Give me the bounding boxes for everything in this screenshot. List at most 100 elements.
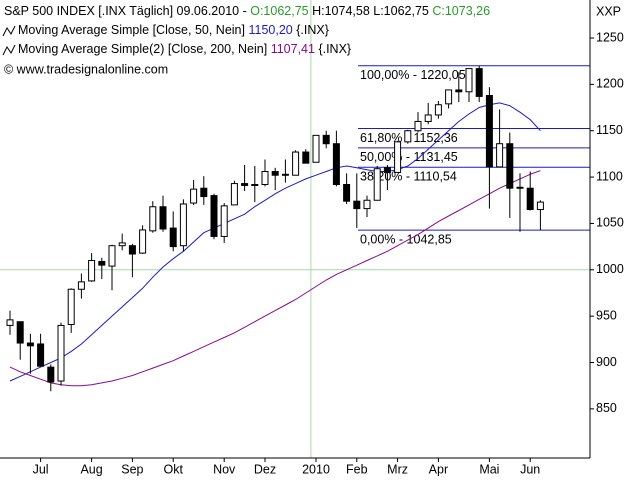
candle-body bbox=[414, 120, 422, 132]
candle-body bbox=[16, 321, 24, 344]
candle-body bbox=[190, 188, 198, 204]
header-high-low: H:1074,58 L:1062,75 bbox=[312, 4, 429, 18]
legend-icon bbox=[2, 44, 16, 56]
y-tick-label: 1200 bbox=[596, 77, 624, 91]
candle-body bbox=[516, 186, 524, 189]
x-tick-label: Mai bbox=[479, 462, 499, 476]
y-tick-label: 1250 bbox=[596, 30, 624, 44]
header-instrument: S&P 500 INDEX [.INX Täglich] 09.06.2010 … bbox=[4, 4, 247, 18]
legend-entry: Moving Average Simple(2) [Close, 200, Ne… bbox=[18, 42, 351, 56]
x-tick-label: Nov bbox=[213, 462, 236, 476]
y-tick-label: 1100 bbox=[596, 169, 623, 183]
candle-body bbox=[26, 342, 34, 347]
x-tick-label: Mrz bbox=[387, 462, 408, 476]
legend-name: Moving Average Simple(2) [Close, 200, Ne… bbox=[18, 42, 267, 56]
x-tick-label: Sep bbox=[121, 462, 143, 476]
candle-body bbox=[128, 245, 136, 255]
header-open: O:1062,75 bbox=[250, 4, 308, 18]
legend-suffix: {.INX} bbox=[296, 23, 329, 37]
candle-body bbox=[57, 324, 65, 382]
legend-value: 1107,41 bbox=[271, 42, 315, 56]
y-tick-label: 900 bbox=[596, 355, 617, 369]
candle-body bbox=[220, 205, 228, 237]
x-tick-label: Feb bbox=[346, 462, 368, 476]
candle-body bbox=[292, 151, 300, 176]
candle-body bbox=[434, 104, 442, 116]
candle-body bbox=[383, 167, 391, 173]
header-close: C:1073,26 bbox=[432, 4, 490, 18]
candle-body bbox=[108, 245, 116, 267]
candle-body bbox=[241, 183, 249, 186]
candle-body bbox=[404, 130, 412, 143]
candle-body bbox=[149, 206, 157, 232]
candle-body bbox=[496, 143, 504, 168]
candle-body bbox=[506, 143, 514, 189]
candle-body bbox=[118, 242, 126, 247]
candle-body bbox=[445, 89, 453, 105]
candle-body bbox=[363, 199, 371, 210]
y-tick-label: 1050 bbox=[596, 216, 624, 230]
legend-icon bbox=[2, 25, 16, 37]
y-tick-label: 1000 bbox=[596, 262, 624, 276]
copyright: © www.tradesignalonline.com bbox=[4, 62, 168, 76]
candle-body bbox=[526, 187, 534, 211]
candle-body bbox=[332, 143, 340, 185]
candle-body bbox=[343, 183, 351, 202]
y-tick-label: 950 bbox=[596, 308, 617, 322]
candle-body bbox=[230, 183, 238, 206]
candle-body bbox=[139, 229, 147, 254]
candle-body bbox=[159, 206, 167, 230]
fibonacci-label: 100,00% - 1220,05 bbox=[360, 68, 466, 82]
candle-body bbox=[536, 201, 544, 211]
y-tick-label: 1150 bbox=[596, 123, 623, 137]
candle-body bbox=[394, 141, 402, 173]
candle-body bbox=[77, 281, 85, 290]
candle-body bbox=[210, 195, 218, 237]
candle-body bbox=[271, 171, 279, 176]
fibonacci-label: 0,00% - 1042,85 bbox=[360, 232, 452, 246]
fibonacci-label: 50,00% - 1131,45 bbox=[360, 150, 458, 164]
candle-body bbox=[200, 187, 208, 198]
header: S&P 500 INDEX [.INX Täglich] 09.06.2010 … bbox=[4, 4, 490, 18]
moving-average-line bbox=[9, 102, 541, 382]
legend-value: 1150,20 bbox=[248, 23, 292, 37]
candle-body bbox=[312, 134, 320, 163]
x-tick-label: Apr bbox=[429, 462, 448, 476]
candle-body bbox=[169, 227, 177, 248]
candle-body bbox=[475, 68, 483, 97]
candle-body bbox=[37, 343, 45, 367]
candle-body bbox=[98, 260, 106, 266]
candle-body bbox=[179, 203, 187, 247]
candle-body bbox=[485, 94, 493, 168]
y-tick-label: 850 bbox=[596, 401, 617, 415]
candle-body bbox=[465, 68, 473, 93]
candle-body bbox=[353, 200, 361, 210]
candle-body bbox=[88, 260, 96, 282]
x-tick-label: Okt bbox=[163, 462, 183, 476]
candle-body bbox=[322, 134, 330, 145]
x-tick-label: Dez bbox=[254, 462, 276, 476]
x-tick-label: Aug bbox=[80, 462, 102, 476]
fibonacci-label: 38,20% - 1110,54 bbox=[360, 170, 457, 184]
x-tick-label: Jun bbox=[520, 462, 540, 476]
candle-body bbox=[424, 114, 432, 122]
legend-name: Moving Average Simple [Close, 50, Nein] bbox=[18, 23, 245, 37]
candle-body bbox=[6, 319, 14, 326]
x-tick-label: Jul bbox=[33, 462, 49, 476]
legend-suffix: {.INX} bbox=[318, 42, 351, 56]
candle-body bbox=[67, 288, 75, 325]
x-tick-label: 2010 bbox=[302, 462, 330, 476]
candle-body bbox=[47, 366, 55, 383]
candle-body bbox=[455, 89, 463, 93]
candle-body bbox=[302, 151, 310, 164]
candle-body bbox=[373, 168, 381, 201]
candle-body bbox=[251, 183, 259, 186]
candle-body bbox=[281, 173, 289, 176]
moving-average-line bbox=[9, 170, 541, 387]
candle-body bbox=[261, 171, 269, 185]
legend-entry: Moving Average Simple [Close, 50, Nein] … bbox=[18, 23, 329, 37]
corner-label: XXP bbox=[596, 4, 621, 18]
